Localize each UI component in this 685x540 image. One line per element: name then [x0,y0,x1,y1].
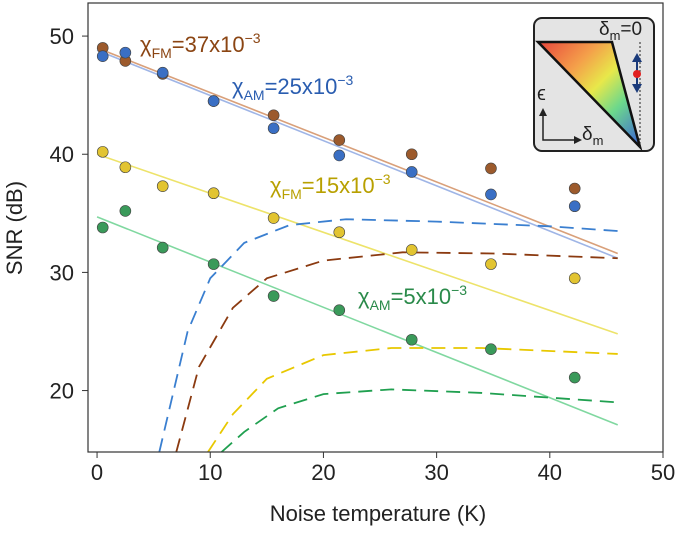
annotation-text: =5x10 [391,284,452,309]
data-point [267,212,280,224]
theory-curve [220,388,618,452]
data-point [267,122,280,135]
annotation-symbol: χ [358,284,370,309]
data-point [485,343,497,356]
data-point [405,333,418,346]
plot-frame [87,2,664,453]
inset-subscript: m [610,28,621,43]
y-tick-label: 30 [50,260,74,285]
data-point [96,221,109,234]
fit-line [96,47,619,255]
annotation-subscript: FM [282,186,302,202]
data-point [485,162,497,175]
data-point [267,109,280,122]
x-tick-label: 20 [311,460,335,485]
data-point [405,166,418,178]
data-point [119,205,132,217]
data-point [333,226,346,239]
data-point [119,46,132,59]
annotation-text: =25x10 [265,74,338,99]
inset-axis-head [574,136,582,144]
data-point [333,149,346,162]
data-point [568,182,581,195]
data-point [485,258,497,270]
data-point [119,161,132,174]
data-point [207,187,220,200]
fit-line [96,153,618,335]
annotation-text: =15x10 [302,173,375,198]
x-tick-label: 50 [651,460,675,485]
annotation-text: =37x10 [172,32,245,57]
x-tick-label: 40 [538,460,562,485]
y-tick-label: 50 [50,24,74,49]
inset-symbol: δ [599,19,610,40]
inset-arrow-head [632,84,642,93]
annotation-subscript: FM [152,45,172,61]
x-tick-label: 30 [424,460,448,485]
theory-curve [158,218,618,452]
annotation-symbol: χ [140,32,152,57]
data-point [568,371,581,384]
y-tick-label: 20 [50,379,74,404]
inset-dot [633,70,641,78]
annotation-symbol: χ [232,74,244,99]
data-point [156,66,169,79]
y-tick-label: 40 [50,142,74,167]
annotation-subscript: AM [244,87,265,103]
annotation: χFM=15x10−3 [270,171,391,202]
fit-line [96,49,619,259]
inset-arrow-head [632,53,642,62]
data-point [96,50,109,62]
data-point [568,272,581,285]
inset-text: =0 [620,19,642,40]
annotation-superscript: −3 [375,171,391,187]
inset-subscript: m [593,133,604,148]
annotation-superscript: −3 [337,72,353,88]
data-point [156,180,169,192]
annotation: χFM=37x10−3 [140,30,261,61]
theory-curve [207,347,618,452]
data-point [156,241,169,254]
x-axis-title: Noise temperature (K) [270,501,486,526]
inset-horizontal-label: δm [582,124,603,148]
annotation: χAM=5x10−3 [358,282,467,313]
y-axis-title: SNR (dB) [2,181,27,275]
data-point [405,148,418,161]
theory-curve [175,251,618,452]
data-point [267,290,280,302]
annotation: χAM=25x10−3 [232,72,354,103]
fit-line [96,216,619,426]
data-point [485,188,497,201]
x-tick-label: 10 [198,460,222,485]
data-point [333,134,346,146]
inset-symbol: δ [582,124,593,145]
annotation-symbol: χ [270,173,282,198]
inset-triangle [535,40,643,152]
annotation-superscript: −3 [451,282,467,298]
inset-label: δm=0 [599,19,642,43]
data-point [96,146,109,158]
plot-area [96,42,619,452]
data-point [568,200,581,213]
data-point [207,258,220,270]
data-point [405,244,418,256]
inset-vertical-label: ϵ [537,83,546,105]
data-point [333,304,346,317]
inset-axes [542,112,578,141]
data-point [207,95,220,107]
x-tick-label: 0 [91,460,103,485]
annotation-subscript: AM [370,297,391,313]
inset-axis-head [539,108,547,116]
annotation-superscript: −3 [245,30,261,46]
